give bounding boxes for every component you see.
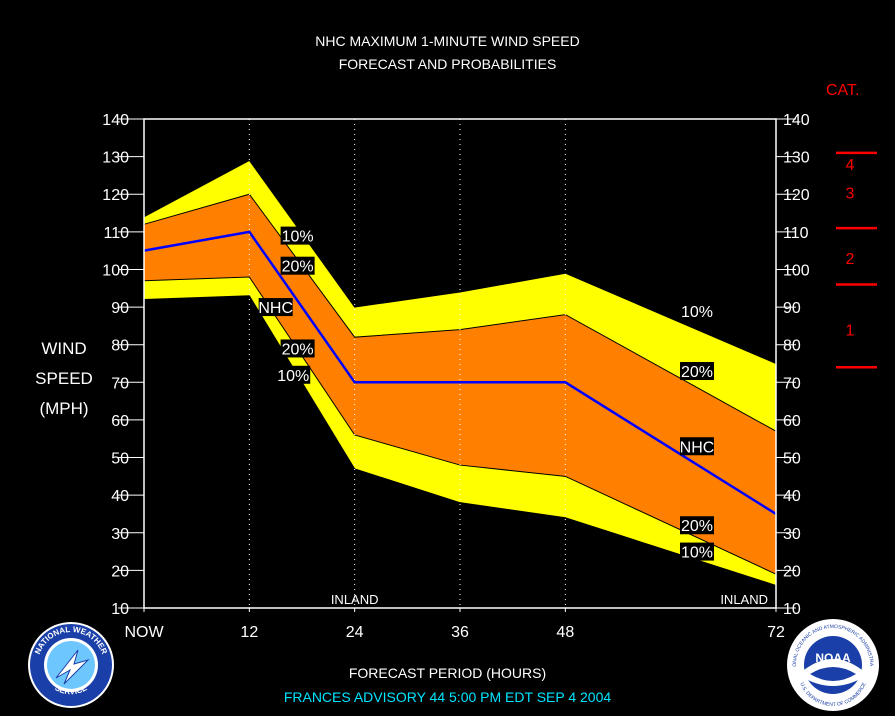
- y-axis-label-line-1: WIND: [41, 339, 87, 358]
- y-tick-label-right: 10: [783, 601, 801, 618]
- y-tick-label-left: 80: [111, 338, 129, 355]
- band-label: NHC: [258, 300, 293, 317]
- series-nhc-forecast-line: [143, 230, 777, 516]
- y-tick-label-left: 20: [111, 563, 129, 580]
- series-10pct-lower-line: [143, 295, 777, 586]
- category-label: 3: [846, 185, 855, 202]
- series-20pct-lower-line: [143, 276, 777, 575]
- y-tick-label-right: 60: [783, 413, 801, 430]
- series-10pct-upper-line: [143, 159, 777, 364]
- chart-title-line-2: FORECAST AND PROBABILITIES: [338, 56, 557, 72]
- category-label: 2: [846, 251, 855, 268]
- y-tick-label-left: 140: [102, 112, 129, 129]
- y-tick-label-right: 100: [783, 262, 810, 279]
- y-tick-label-right: 80: [783, 338, 801, 355]
- y-tick-label-right: 90: [783, 300, 801, 317]
- x-axis-label: FORECAST PERIOD (HOURS): [348, 665, 547, 681]
- y-tick-label-right: 130: [783, 150, 810, 167]
- band-label-box: [680, 516, 714, 535]
- category-label: 1: [846, 323, 855, 340]
- y-tick-label-left: 10: [111, 601, 129, 618]
- y-tick-label-right: 140: [783, 112, 810, 129]
- band-label: 20%: [282, 341, 314, 358]
- y-tick-label-right: 30: [783, 526, 801, 543]
- inland-annotation: INLAND: [331, 592, 379, 607]
- chart-title-line-1: NHC MAXIMUM 1-MINUTE WIND SPEED: [315, 33, 580, 49]
- band-label: 20%: [681, 518, 713, 535]
- y-tick-label-right: 40: [783, 488, 801, 505]
- band-label-box: [680, 301, 714, 320]
- band-label-box: [680, 362, 714, 381]
- series-20pct-upper-line: [143, 193, 777, 432]
- band-label: 20%: [681, 364, 713, 381]
- y-tick-label-right: 70: [783, 375, 801, 392]
- band-label: 10%: [277, 368, 309, 385]
- y-tick-label-right: 110: [783, 225, 809, 242]
- y-axis-label-line-2: SPEED: [35, 369, 93, 388]
- x-tick-label: 48: [556, 624, 574, 641]
- band-label: 10%: [681, 545, 713, 562]
- band-label-box: [280, 256, 315, 275]
- y-tick-label-left: 50: [111, 451, 129, 468]
- y-tick-label-left: 130: [102, 150, 129, 167]
- x-tick-label: 12: [240, 624, 258, 641]
- x-tick-label: 36: [451, 624, 469, 641]
- inland-annotation: INLAND: [720, 592, 768, 607]
- y-tick-label-right: 20: [783, 563, 801, 580]
- band-label-box: [280, 226, 315, 245]
- y-tick-label-right: 120: [783, 187, 810, 204]
- y-tick-label-left: 100: [102, 262, 129, 279]
- y-tick-label-left: 60: [111, 413, 129, 430]
- nws-logo-bottom-text: SERVICE: [53, 683, 89, 696]
- band-label-box: [680, 437, 714, 456]
- y-tick-label-left: 40: [111, 488, 129, 505]
- nws-logo: NATIONAL WEATHER SERVICE: [28, 622, 114, 708]
- y-tick-label-left: 30: [111, 526, 129, 543]
- band-label: 20%: [282, 259, 314, 276]
- x-tick-label: 72: [767, 624, 785, 641]
- band-label-box: [280, 339, 315, 358]
- band-label-box: [680, 542, 714, 561]
- y-tick-label-left: 120: [102, 187, 129, 204]
- band-label: 10%: [282, 229, 314, 246]
- y-tick-label-right: 50: [783, 451, 801, 468]
- advisory-line: FRANCES ADVISORY 44 5:00 PM EDT SEP 4 20…: [283, 689, 612, 705]
- x-tick-label: NOW: [124, 624, 164, 641]
- band-label: NHC: [680, 439, 715, 456]
- y-tick-label-left: 110: [103, 225, 129, 242]
- category-label: 4: [846, 157, 855, 174]
- category-header: CAT.: [826, 82, 860, 99]
- band-label-box: [258, 298, 293, 317]
- band-label: 10%: [681, 304, 713, 321]
- y-tick-label-left: 70: [111, 375, 129, 392]
- band-label-box: [276, 365, 311, 384]
- noaa-logo: NOAA NATIONAL OCEANIC AND ATMOSPHERIC AD…: [786, 618, 879, 711]
- x-tick-label: 24: [346, 624, 364, 641]
- y-axis-label-line-3: (MPH): [39, 399, 89, 418]
- noaa-logo-center-text: NOAA: [815, 651, 851, 665]
- y-tick-label-left: 90: [111, 300, 129, 317]
